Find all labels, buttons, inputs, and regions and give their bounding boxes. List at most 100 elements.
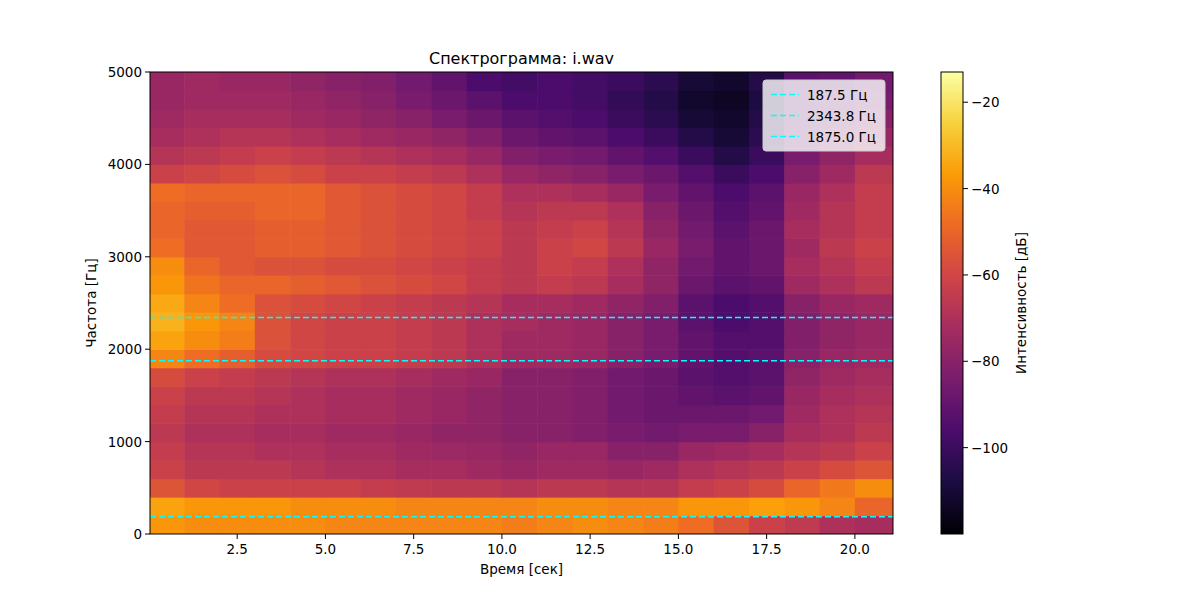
cell <box>714 127 750 146</box>
cell <box>502 331 538 350</box>
cell <box>396 146 432 165</box>
cell <box>150 405 185 424</box>
cell <box>325 368 361 387</box>
x-tick-label: 7.5 <box>403 541 424 557</box>
cell <box>220 201 256 220</box>
hline <box>150 516 893 518</box>
cell <box>820 460 856 479</box>
cell <box>502 460 538 479</box>
cell <box>150 127 185 146</box>
cell <box>396 423 432 442</box>
cell <box>714 220 750 239</box>
cell <box>678 386 714 405</box>
cell <box>749 238 785 257</box>
cell <box>608 238 644 257</box>
cell <box>467 349 503 368</box>
cell <box>714 201 750 220</box>
legend-label: 2343.8 Гц <box>807 108 876 124</box>
cell <box>150 201 185 220</box>
cell <box>361 294 397 313</box>
cell <box>290 516 326 534</box>
cell <box>820 349 856 368</box>
cell <box>290 164 326 183</box>
x-tick <box>501 534 502 539</box>
cell <box>643 146 679 165</box>
cell <box>361 201 397 220</box>
cell <box>184 257 220 276</box>
cell <box>290 146 326 165</box>
colorbar-tick-label: −100 <box>971 440 1008 456</box>
cell <box>396 183 432 202</box>
legend-swatch <box>771 94 799 96</box>
cell <box>820 238 856 257</box>
cell <box>220 423 256 442</box>
colorbar-tick-label: −20 <box>971 94 1000 110</box>
cell <box>643 275 679 294</box>
cell <box>184 90 220 109</box>
cell <box>749 294 785 313</box>
cell <box>255 127 291 146</box>
cell <box>714 460 750 479</box>
cell <box>678 331 714 350</box>
cell <box>150 164 185 183</box>
cell <box>820 442 856 461</box>
cell <box>573 164 609 183</box>
cell <box>361 423 397 442</box>
cell <box>431 275 467 294</box>
cell <box>150 312 185 331</box>
hline <box>150 317 893 319</box>
cell <box>431 257 467 276</box>
cell <box>678 460 714 479</box>
cell <box>290 368 326 387</box>
y-tick-label: 1000 <box>108 434 142 450</box>
cell <box>184 127 220 146</box>
cell <box>290 257 326 276</box>
cell <box>255 146 291 165</box>
cell <box>184 442 220 461</box>
cell <box>220 442 256 461</box>
cell <box>467 294 503 313</box>
cell <box>573 460 609 479</box>
cell <box>714 72 750 91</box>
cell <box>467 127 503 146</box>
cell <box>537 479 573 498</box>
x-tick-label: 10.0 <box>487 541 517 557</box>
cell <box>643 368 679 387</box>
cell <box>361 516 397 534</box>
cell <box>573 442 609 461</box>
legend-box <box>763 80 885 151</box>
cell <box>855 331 893 350</box>
cell <box>502 497 538 516</box>
cell <box>150 386 185 405</box>
cell <box>150 183 185 202</box>
cell <box>855 516 893 534</box>
y-tick-label: 4000 <box>108 156 142 172</box>
cell <box>643 72 679 91</box>
cell <box>678 183 714 202</box>
cell <box>608 442 644 461</box>
cell <box>714 109 750 128</box>
cell <box>855 442 893 461</box>
cell <box>396 479 432 498</box>
cell <box>749 516 785 534</box>
cell <box>678 90 714 109</box>
cell <box>361 479 397 498</box>
cell <box>502 146 538 165</box>
cell <box>643 423 679 442</box>
cell <box>184 497 220 516</box>
cell <box>467 423 503 442</box>
cell <box>431 183 467 202</box>
cell <box>608 368 644 387</box>
cell <box>431 497 467 516</box>
cell <box>361 368 397 387</box>
colorbar-tick-label: −80 <box>971 353 1000 369</box>
cell <box>678 479 714 498</box>
cell <box>820 405 856 424</box>
cell <box>749 405 785 424</box>
cell <box>643 516 679 534</box>
y-tick <box>145 164 150 165</box>
cell <box>325 127 361 146</box>
cell <box>749 312 785 331</box>
cell <box>396 368 432 387</box>
cell <box>502 294 538 313</box>
